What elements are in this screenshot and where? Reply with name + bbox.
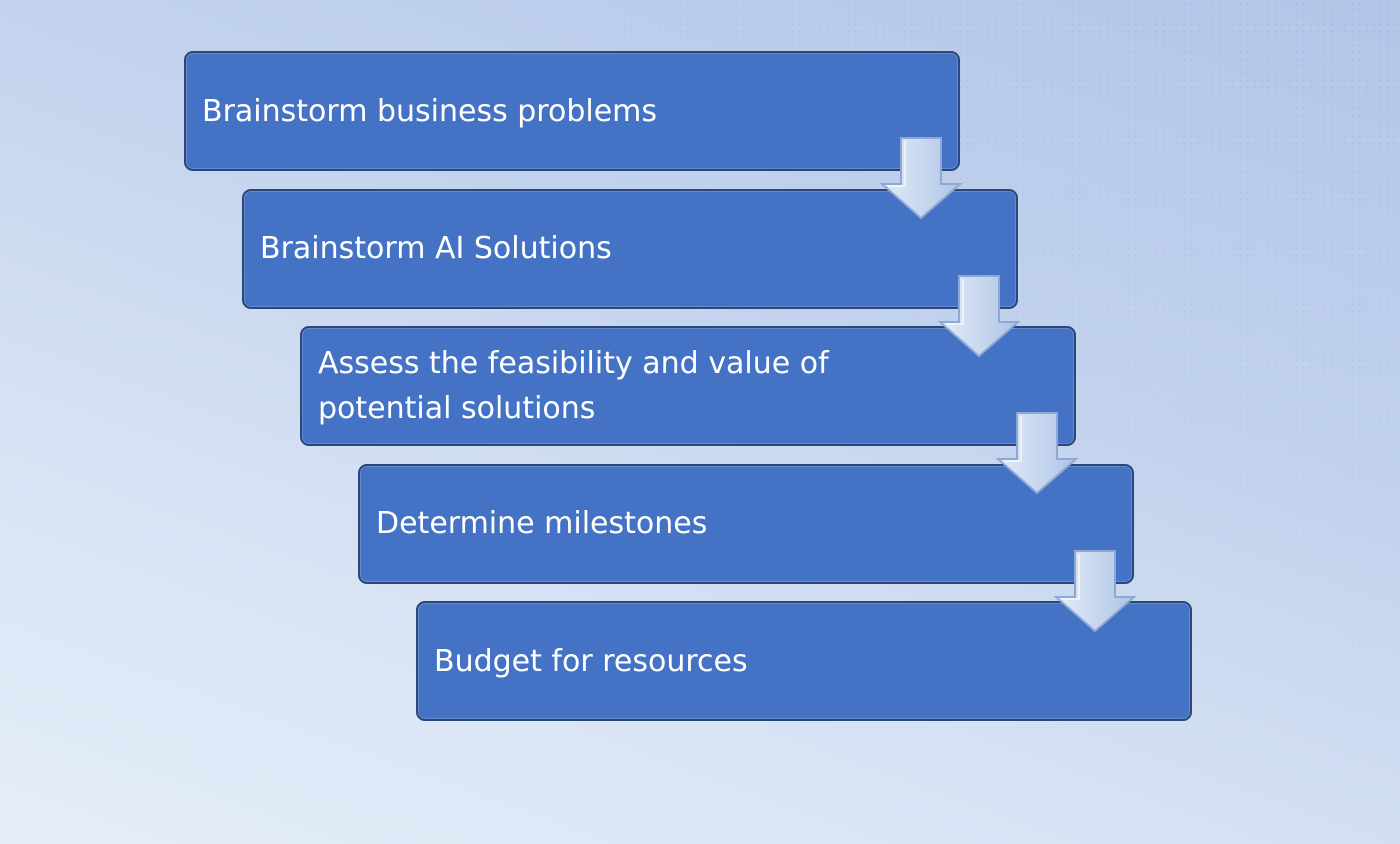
step-assess-feasibility: Assess the feasibility and value of pote…: [300, 326, 1076, 446]
step-brainstorm-ai-solutions: Brainstorm AI Solutions: [242, 188, 1018, 309]
down-arrow-icon: [937, 274, 1021, 357]
down-arrow-icon: [879, 137, 963, 220]
step-label: Budget for resources: [434, 643, 748, 679]
step-budget-for-resources: Budget for resources: [416, 601, 1192, 721]
down-arrow-icon: [1053, 549, 1137, 632]
down-arrow-icon: [995, 412, 1079, 495]
step-label: Brainstorm AI Solutions: [260, 231, 612, 266]
step-label: Brainstorm business problems: [202, 93, 658, 129]
step-label: Determine milestones: [376, 506, 708, 541]
step-determine-milestones: Determine milestones: [358, 463, 1134, 584]
step-label: Assess the feasibility and value of pote…: [318, 346, 829, 426]
step-brainstorm-business-problems: Brainstorm business problems: [184, 51, 960, 171]
